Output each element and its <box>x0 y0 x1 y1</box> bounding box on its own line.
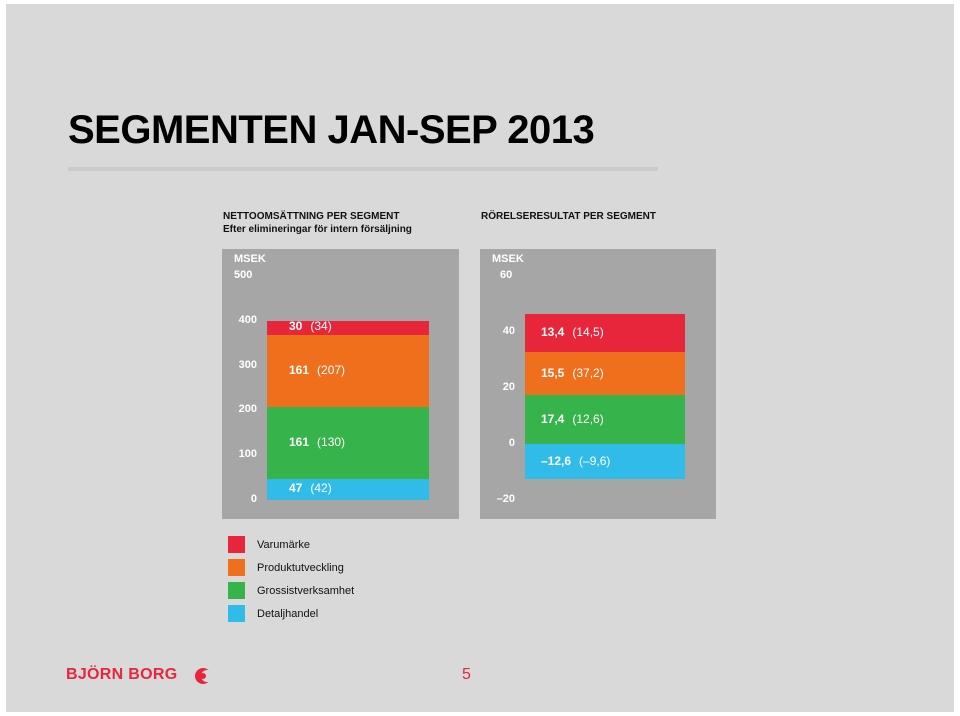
data-label-prior: (34) <box>310 319 332 334</box>
chart-1-ytick-top: 500 <box>234 269 253 281</box>
data-label-prior: (42) <box>310 481 332 496</box>
data-label: 161 (130) <box>289 435 345 449</box>
data-label: 161 (207) <box>289 363 345 377</box>
ytick-label: 0 <box>508 437 515 449</box>
ytick-label: 400 <box>238 313 257 326</box>
chart-1-panel: MSEK 500 0 100 200 300 400 47 (42) 161 (130) 161 (… <box>222 249 459 519</box>
data-label-value: 30 <box>289 319 303 334</box>
chart-2-ytick-top: 60 <box>500 269 513 281</box>
legend-label: Varumärke <box>257 539 310 551</box>
data-label: 13,4 (14,5) <box>541 325 604 339</box>
data-label-value: 17,4 <box>541 411 565 426</box>
legend-label: Detaljhandel <box>257 608 319 620</box>
ytick-label: 40 <box>502 325 515 337</box>
bar-segment <box>267 478 429 500</box>
data-label-prior: (12,6) <box>572 411 604 426</box>
ytick-label: 0 <box>250 493 257 505</box>
chart-2-title: RÖRELSERESULTAT PER SEGMENT <box>481 211 657 222</box>
data-label: –12,6 (–9,6) <box>541 454 610 468</box>
data-label: 15,5 (37,2) <box>541 366 604 380</box>
page-number: 5 <box>462 666 471 683</box>
data-label-prior: (130) <box>317 434 346 449</box>
ytick-label: 20 <box>502 381 515 393</box>
bar-segment <box>525 351 685 396</box>
data-label-value: 13,4 <box>541 325 565 340</box>
ytick-label: –20 <box>496 493 515 505</box>
ytick-label: 200 <box>238 403 257 416</box>
data-label: 47 (42) <box>289 481 332 495</box>
legend-swatch <box>228 559 245 576</box>
legend-swatch <box>228 605 245 622</box>
data-label-value: –12,6 <box>541 453 572 468</box>
bar-segment <box>525 314 685 352</box>
bar-segment <box>267 321 429 335</box>
legend-swatch <box>228 536 245 553</box>
data-label-value: 161 <box>289 362 310 377</box>
chart-1-subtitle: Efter elimineringar för intern försäljni… <box>223 224 412 235</box>
brand-logo-text: BJÖRN BORG <box>66 666 178 683</box>
data-label-value: 15,5 <box>541 365 565 380</box>
legend-swatch <box>228 582 245 599</box>
data-label-value: 161 <box>289 434 310 449</box>
chart-1-unit: MSEK <box>234 253 266 265</box>
legend-label: Produktutveckling <box>257 562 344 574</box>
bar-segment <box>525 444 685 480</box>
page-title: SEGMENTEN JAN-SEP 2013 <box>68 108 595 152</box>
data-label-prior: (–9,6) <box>579 453 611 468</box>
chart-2-panel: MSEK 60 –20 0 20 40 –12,6 (–9,6) 17,4 (12,6) 15,… <box>480 249 716 519</box>
title-divider <box>68 167 658 171</box>
data-label-prior: (207) <box>317 362 346 377</box>
brand-logo-icon <box>195 668 212 684</box>
bar-segment <box>525 395 685 444</box>
data-label-prior: (14,5) <box>572 325 604 340</box>
chart-1-title: NETTOOMSÄTTNING PER SEGMENT <box>223 211 400 222</box>
data-label: 30 (34) <box>289 319 332 333</box>
bar-segment <box>267 334 429 407</box>
legend-label: Grossistverksamhet <box>257 585 355 597</box>
ytick-label: 100 <box>238 448 257 461</box>
ytick-label: 300 <box>238 358 257 371</box>
data-label-value: 47 <box>289 481 303 496</box>
chart-2-unit: MSEK <box>492 253 524 265</box>
data-label-prior: (37,2) <box>572 365 604 380</box>
bar-segment <box>267 406 429 479</box>
data-label: 17,4 (12,6) <box>541 412 604 426</box>
